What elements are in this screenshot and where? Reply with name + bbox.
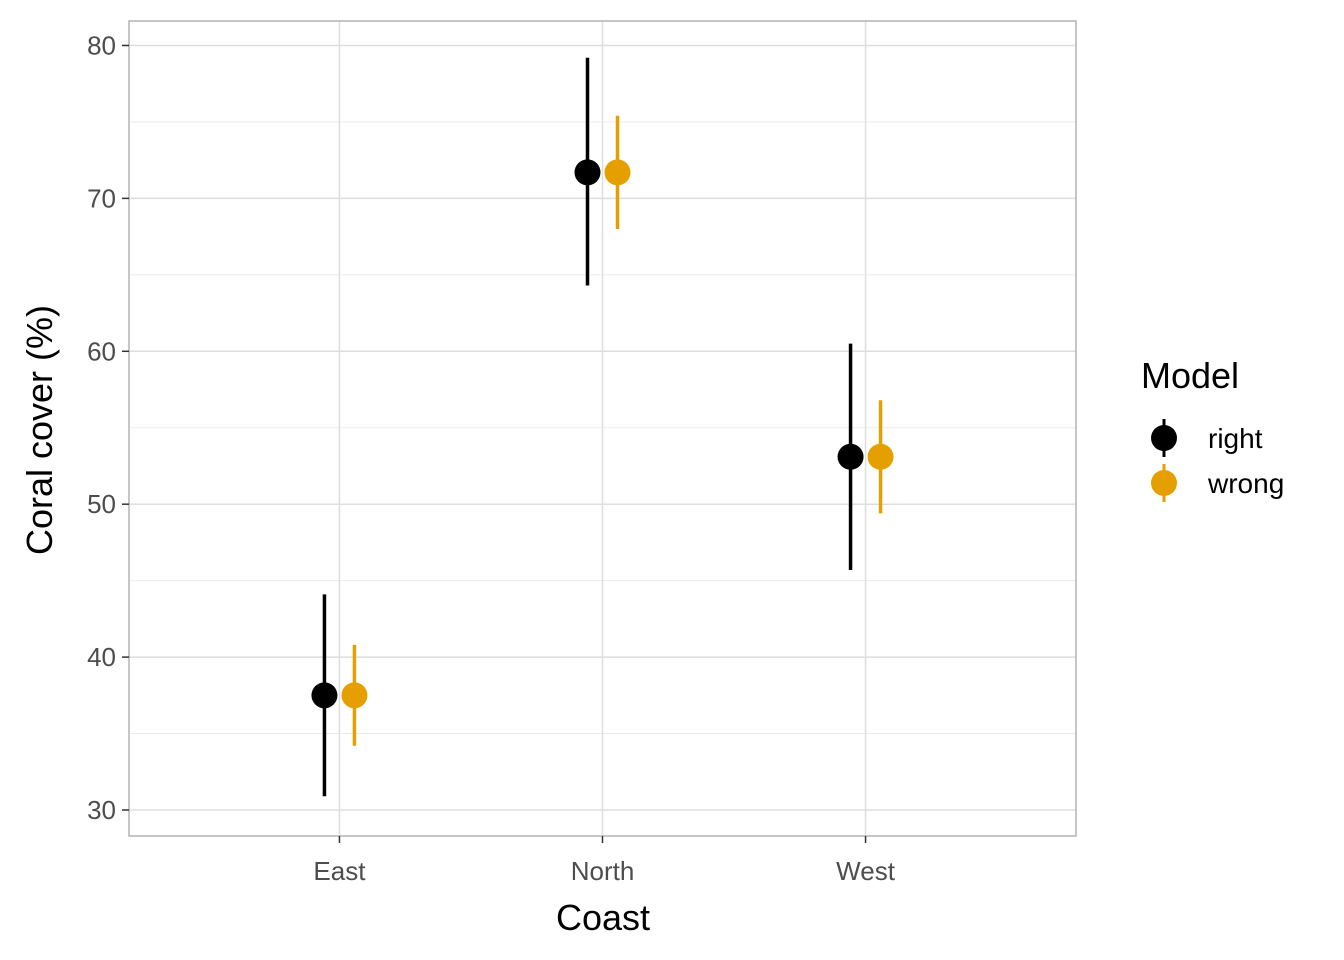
point-wrong xyxy=(341,682,368,709)
legend-label-wrong: wrong xyxy=(1207,468,1284,499)
point-wrong xyxy=(604,159,631,186)
legend-key-point-wrong xyxy=(1151,470,1177,496)
point-wrong xyxy=(867,443,894,470)
y-tick-label: 60 xyxy=(87,336,116,366)
grid-lines xyxy=(129,21,1076,836)
legend: Model right wrong xyxy=(1141,355,1284,502)
x-tick-label: North xyxy=(571,856,635,886)
x-tick-label: West xyxy=(836,856,896,886)
y-tick-label: 70 xyxy=(87,183,116,213)
y-tick-label: 30 xyxy=(87,795,116,825)
y-tick-label: 80 xyxy=(87,30,116,60)
point-right xyxy=(574,159,601,186)
x-axis-title: Coast xyxy=(556,897,650,938)
axes: 30 40 50 60 70 80 East North West xyxy=(87,30,896,886)
y-tick-label: 40 xyxy=(87,642,116,672)
x-tick-label: East xyxy=(313,856,366,886)
y-axis-title: Coral cover (%) xyxy=(19,305,60,555)
legend-label-right: right xyxy=(1208,423,1263,454)
data-marks xyxy=(311,57,894,797)
point-right xyxy=(837,443,864,470)
point-right xyxy=(311,682,338,709)
y-tick-label: 50 xyxy=(87,489,116,519)
legend-title: Model xyxy=(1141,355,1239,396)
legend-key-point-right xyxy=(1151,425,1177,451)
